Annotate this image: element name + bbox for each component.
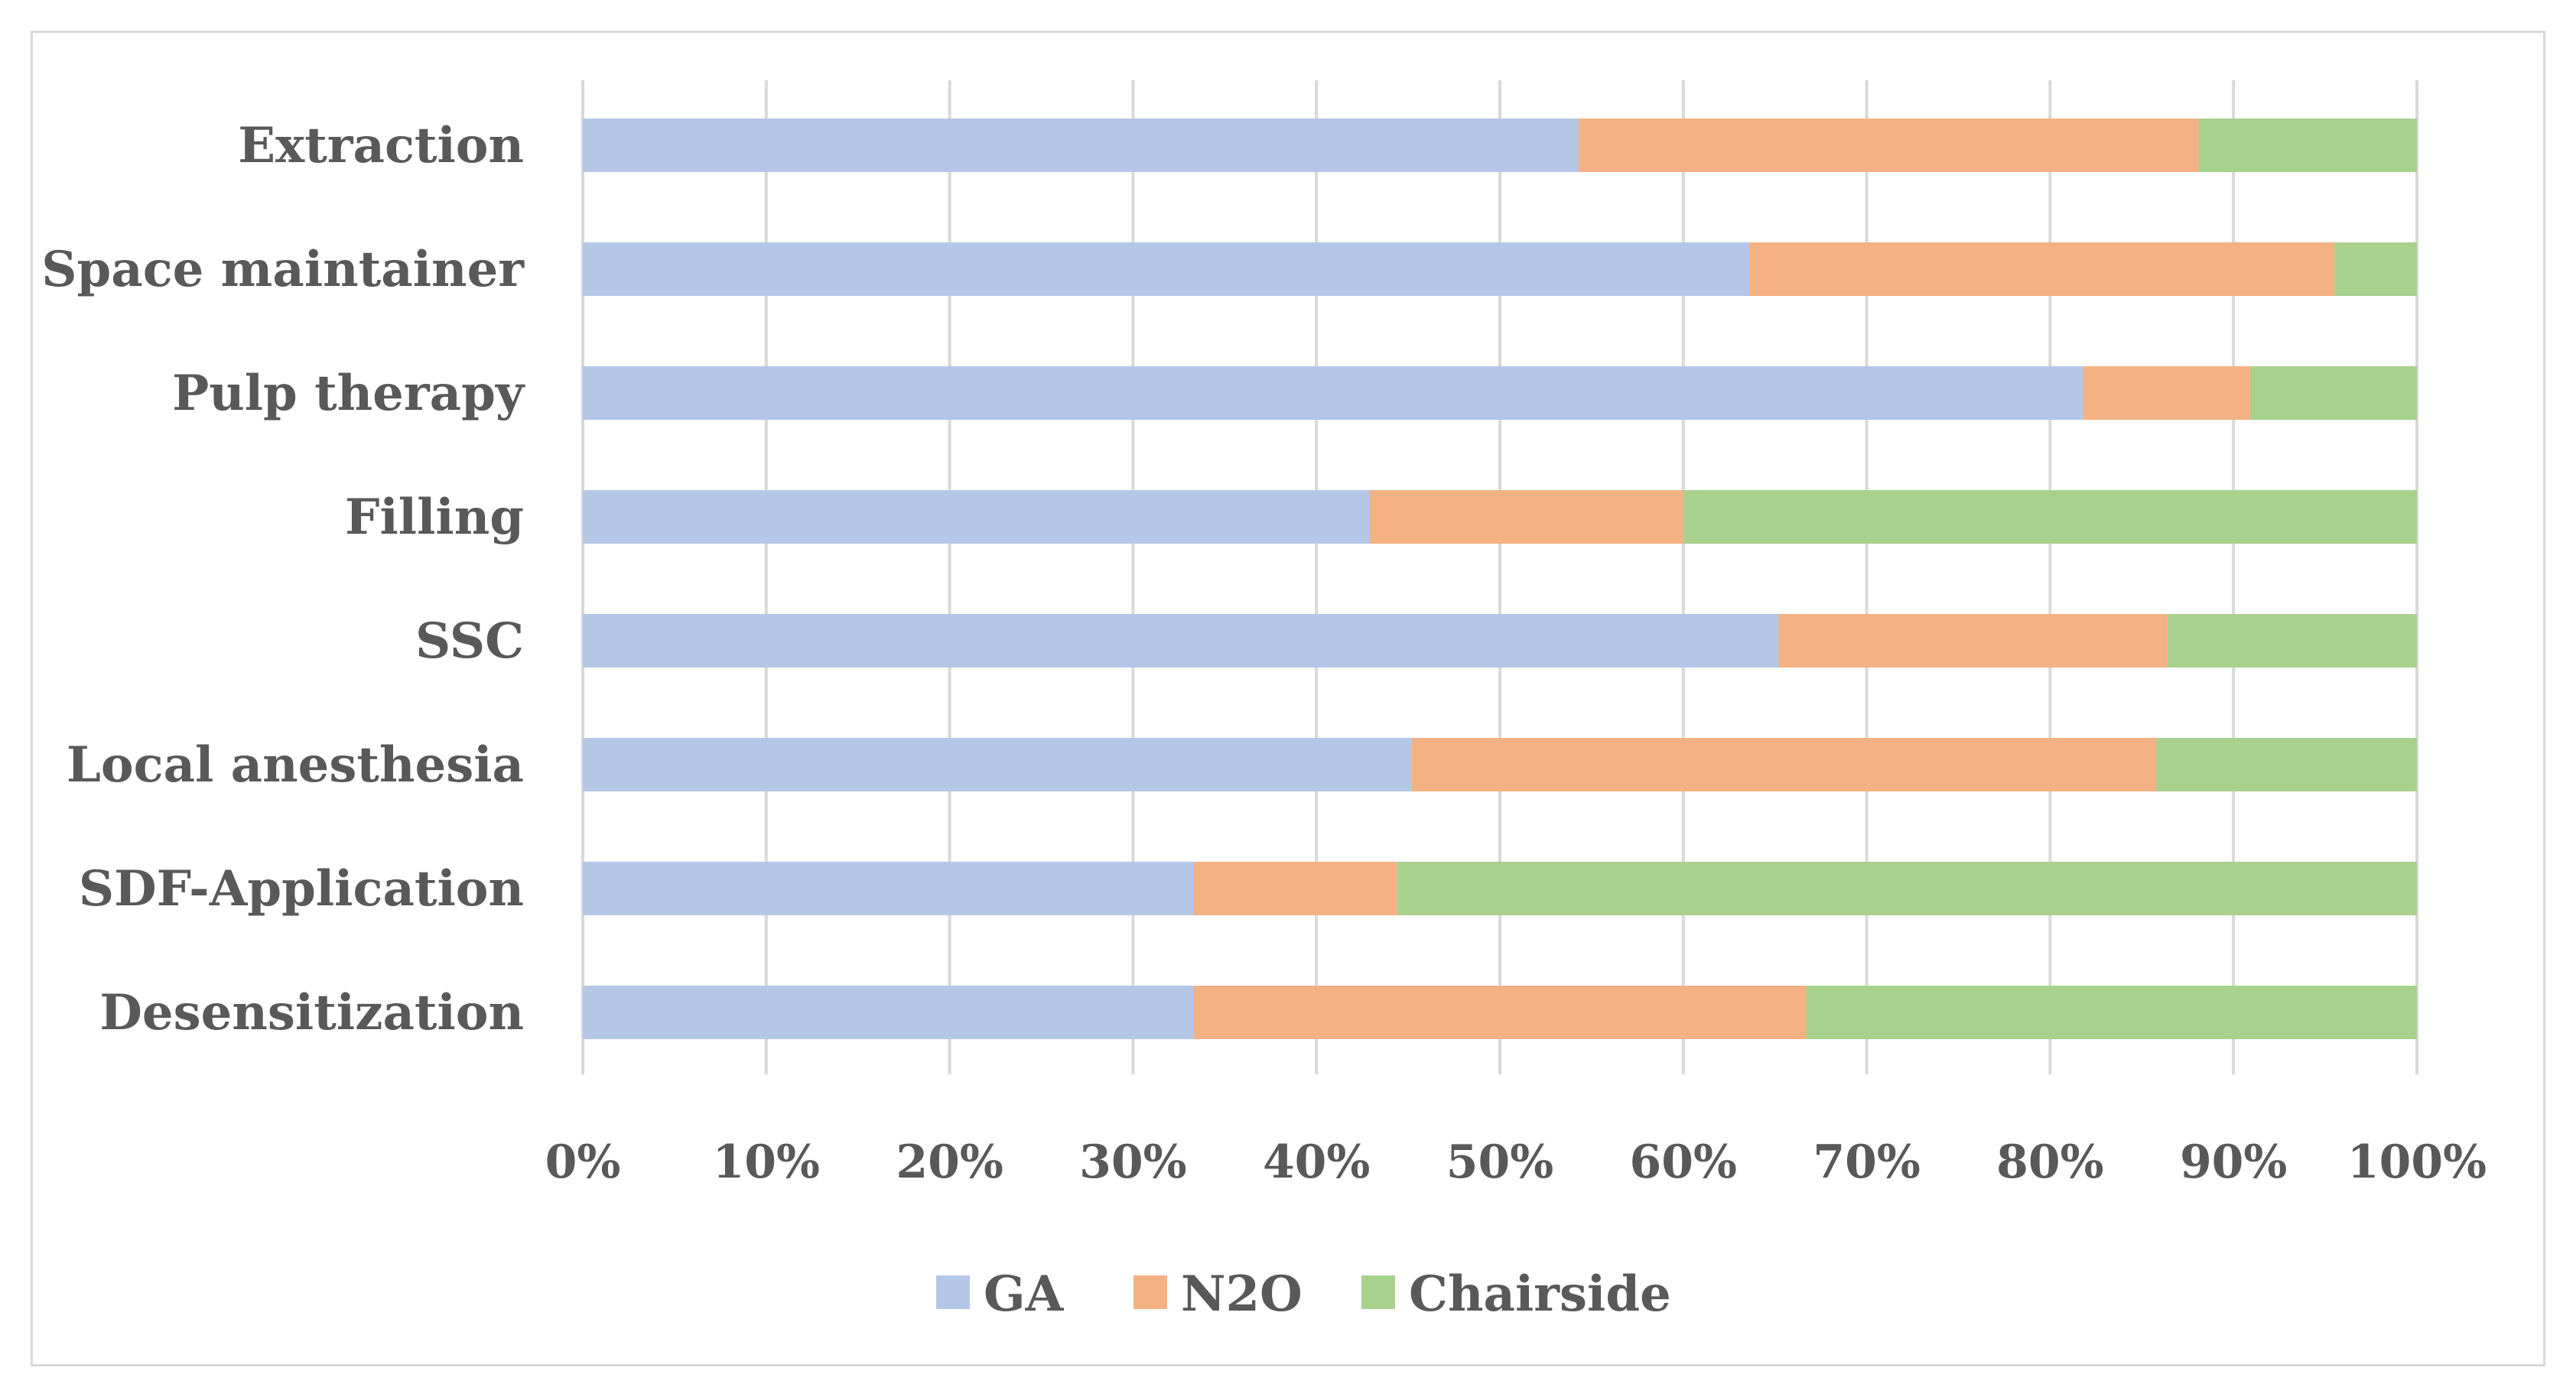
x-tick-label: 40%	[1263, 1135, 1371, 1189]
legend: GA N2O Chairside	[936, 1265, 1671, 1323]
bar-chairside-local-anesthesia	[2156, 738, 2417, 791]
x-tick-label: 90%	[2180, 1135, 2288, 1189]
x-tick-label: 60%	[1630, 1135, 1738, 1189]
x-tick-label: 10%	[713, 1135, 821, 1189]
category-label: SSC	[415, 612, 524, 670]
bar-ga-pulp-therapy	[583, 366, 2083, 420]
bar-ga-extraction	[583, 119, 1579, 172]
bar-chairside-desensitization	[1806, 986, 2417, 1039]
category-label: SDF-Application	[79, 860, 524, 918]
bar-ga-space-maintainer	[583, 242, 1750, 296]
category-label: Pulp therapy	[172, 365, 525, 422]
bar-chairside-space-maintainer	[2334, 242, 2417, 296]
x-tick-label: 100%	[2347, 1135, 2487, 1189]
bar-n2o-space-maintainer	[1749, 242, 2335, 296]
x-tick-label: 50%	[1446, 1135, 1554, 1189]
x-tick-label: 30%	[1079, 1135, 1187, 1189]
category-label: Desensitization	[99, 984, 524, 1041]
x-tick-label: 20%	[896, 1135, 1003, 1189]
bar-n2o-desensitization	[1193, 986, 1807, 1039]
bar-chairside-pulp-therapy	[2249, 366, 2417, 420]
bar-chairside-sdf-application	[1397, 862, 2417, 915]
legend-label: N2O	[1181, 1265, 1303, 1323]
x-tick-label: 70%	[1813, 1135, 1921, 1189]
legend-label: Chairside	[1409, 1265, 1671, 1323]
bar-n2o-local-anesthesia	[1411, 738, 2157, 791]
category-label: Space maintainer	[41, 241, 525, 298]
bar-n2o-pulp-therapy	[2083, 366, 2250, 420]
category-label: Filling	[345, 489, 524, 546]
bar-n2o-sdf-application	[1193, 862, 1397, 915]
bar-chairside-ssc	[2167, 614, 2417, 668]
bar-chairside-extraction	[2198, 119, 2417, 172]
legend-swatch-n2o	[1134, 1275, 1167, 1309]
bar-ga-local-anesthesia	[583, 738, 1412, 791]
bar-ga-filling	[583, 490, 1370, 544]
category-labels: Extraction Space maintainer Pulp therapy Fi…	[41, 117, 525, 1041]
legend-label: GA	[984, 1265, 1065, 1323]
x-tick-label: 0%	[545, 1135, 621, 1189]
bar-n2o-ssc	[1778, 614, 2168, 668]
bar-ga-ssc	[583, 614, 1779, 668]
bar-ga-desensitization	[583, 986, 1194, 1039]
legend-swatch-ga	[936, 1275, 970, 1309]
category-label: Extraction	[238, 117, 524, 174]
category-label: Local anesthesia	[67, 736, 524, 794]
bar-n2o-filling	[1369, 490, 1683, 544]
bar-ga-sdf-application	[583, 862, 1194, 915]
gridlines	[581, 80, 2418, 1074]
legend-swatch-chairside	[1361, 1275, 1395, 1309]
x-tick-labels: 0% 10% 20% 30% 40% 50% 60% 70% 80% 90% 100%	[545, 1135, 2487, 1189]
bar-chairside-filling	[1683, 490, 2417, 544]
bars	[583, 119, 2417, 1039]
bar-n2o-extraction	[1579, 119, 2199, 172]
x-tick-label: 80%	[1996, 1135, 2104, 1189]
